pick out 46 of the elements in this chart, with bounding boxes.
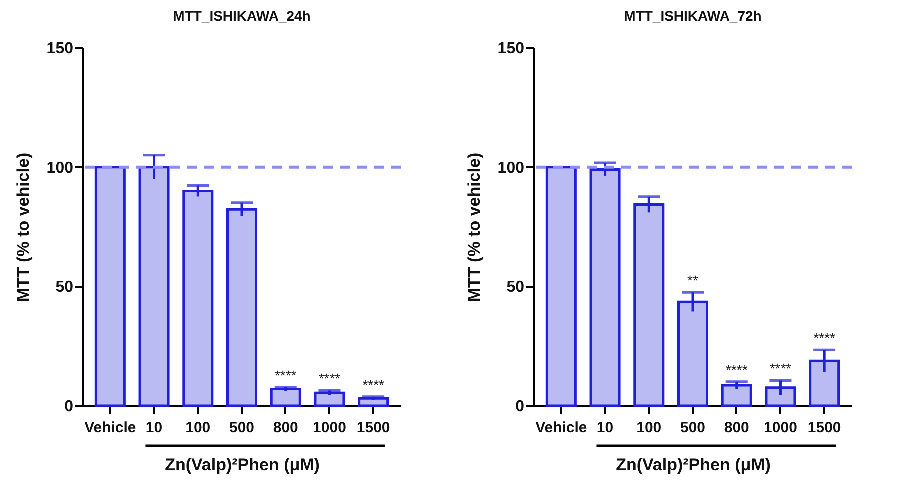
x-tick-label: Vehicle [84, 420, 136, 436]
y-tick-label: 100 [498, 160, 525, 177]
x-tick-label: 100 [636, 420, 662, 436]
y-axis-title: MTT (% to vehicle) [14, 152, 33, 302]
x-tick-label: 500 [229, 420, 255, 436]
x-axis-title: Zn(Valp)²Phen (μM) [165, 456, 320, 474]
x-tick-label: 1500 [356, 420, 390, 436]
y-axis-title: MTT (% to vehicle) [464, 152, 484, 302]
bar [358, 397, 390, 408]
y-tick-label: 0 [516, 398, 525, 416]
y-tick-label: 150 [46, 40, 74, 58]
x-tick-label: 500 [680, 420, 706, 436]
y-tick-label: 100 [46, 160, 74, 177]
x-tick-label: 100 [186, 420, 211, 436]
bar [677, 300, 709, 408]
data-label: **** [362, 376, 386, 393]
x-tick-label: 10 [596, 420, 614, 436]
bar [765, 386, 796, 408]
x-tick-label: Vehicle [536, 420, 588, 436]
x-tick-label: 1000 [313, 420, 346, 436]
y-tick-label: 150 [498, 40, 525, 58]
bar [94, 166, 126, 408]
x-tick-label: 800 [724, 420, 750, 436]
x-tick-label: 1000 [764, 420, 798, 436]
x-tick-label: 800 [273, 420, 298, 436]
bar [809, 360, 840, 408]
bar [546, 166, 577, 408]
data-label: ** [688, 272, 699, 289]
bar [182, 190, 214, 408]
x-axis-title: Zn(Valp)²Phen (μM) [616, 456, 771, 474]
y-tick-label: 0 [64, 398, 74, 416]
data-label: **** [726, 362, 748, 378]
data-label: **** [318, 370, 342, 387]
bar [590, 168, 621, 408]
x-tick-label: 1500 [808, 420, 842, 436]
bar [634, 204, 665, 408]
data-label: **** [274, 367, 298, 384]
y-tick-label: 50 [56, 279, 74, 296]
chart-title: MTT_ISHIKAWA_72h [624, 8, 762, 24]
bar [138, 166, 170, 408]
x-tick-label: 10 [146, 420, 163, 436]
bar [226, 208, 258, 408]
y-tick-label: 50 [506, 279, 525, 296]
chart-title: MTT_ISHIKAWA_24h [173, 8, 311, 24]
data-label: **** [814, 330, 836, 346]
data-label: **** [770, 360, 792, 377]
